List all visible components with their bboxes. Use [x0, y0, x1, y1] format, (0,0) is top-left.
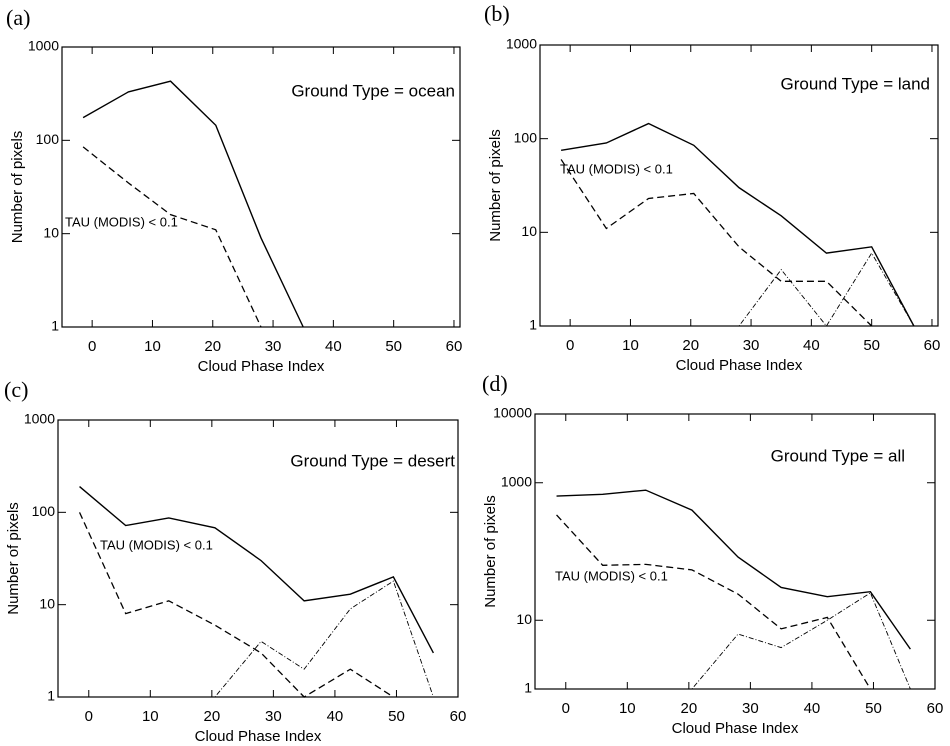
- x-tick-label: 40: [804, 700, 821, 717]
- x-tick-label: 60: [450, 708, 467, 725]
- x-tick-label: 10: [142, 708, 159, 725]
- x-tick-label: 50: [865, 700, 882, 717]
- x-tick-label: 10: [619, 700, 636, 717]
- annotation: TAU (MODIS) < 0.1: [65, 214, 178, 229]
- y-tick-label: 100: [514, 129, 538, 145]
- series-line: [78, 512, 394, 698]
- x-tick-label: 30: [743, 337, 760, 354]
- annotation: TAU (MODIS) < 0.1: [555, 568, 668, 583]
- x-tick-label: 20: [204, 708, 221, 725]
- x-tick-label: 50: [388, 708, 405, 725]
- x-tick-label: 30: [742, 700, 759, 717]
- series-line: [560, 122, 915, 327]
- annotation: TAU (MODIS) < 0.1: [100, 537, 213, 552]
- y-tick-label: 10: [521, 223, 537, 239]
- series-line: [214, 580, 434, 698]
- x-tick-label: 60: [924, 337, 941, 354]
- y-axis-label: Number of pixels: [9, 131, 26, 244]
- y-axis-label: Number of pixels: [482, 495, 499, 608]
- x-tick-label: 10: [144, 338, 161, 355]
- panel-title: (a): [6, 5, 30, 30]
- x-tick-label: 40: [327, 708, 344, 725]
- annotation: Ground Type = all: [771, 446, 905, 465]
- x-tick-label: 50: [863, 337, 880, 354]
- y-tick-label: 100: [32, 503, 56, 519]
- x-tick-label: 0: [566, 337, 574, 354]
- annotation: TAU (MODIS) < 0.1: [560, 161, 673, 176]
- x-tick-label: 0: [562, 700, 570, 717]
- y-tick-label: 1: [529, 317, 537, 333]
- x-axis-label: Cloud Phase Index: [672, 720, 799, 737]
- y-tick-label: 10: [39, 595, 55, 611]
- x-axis-label: Cloud Phase Index: [676, 357, 803, 374]
- x-tick-label: 50: [385, 338, 402, 355]
- x-tick-label: 60: [446, 338, 463, 355]
- series-line: [556, 489, 911, 650]
- x-axis-label: Cloud Phase Index: [198, 358, 325, 375]
- panel-title: (c): [4, 377, 28, 402]
- x-tick-label: 40: [803, 337, 820, 354]
- plot-frame: [534, 413, 936, 690]
- y-tick-label: 1000: [24, 411, 55, 427]
- x-tick-label: 20: [682, 337, 699, 354]
- series-line: [691, 592, 911, 690]
- x-tick-label: 40: [325, 338, 342, 355]
- x-tick-label: 10: [622, 337, 639, 354]
- panel-title: (b): [484, 1, 510, 26]
- plot-frame: [57, 419, 459, 698]
- y-tick-label: 1000: [28, 38, 59, 54]
- y-tick-label: 1: [47, 688, 55, 704]
- y-tick-label: 10000: [493, 405, 532, 421]
- series-line: [738, 252, 915, 327]
- y-axis-label: Number of pixels: [487, 129, 504, 242]
- y-tick-label: 1000: [501, 473, 532, 489]
- x-tick-label: 30: [265, 338, 282, 355]
- y-tick-label: 10: [516, 611, 532, 627]
- y-tick-label: 1000: [506, 36, 537, 52]
- annotation: Ground Type = land: [781, 74, 931, 93]
- series-line: [82, 80, 304, 328]
- x-tick-label: 20: [681, 700, 698, 717]
- y-tick-label: 100: [36, 131, 60, 147]
- x-tick-label: 0: [88, 338, 96, 355]
- y-tick-label: 1: [51, 318, 59, 334]
- x-tick-label: 30: [265, 708, 282, 725]
- x-axis-label: Cloud Phase Index: [195, 728, 322, 745]
- annotation: Ground Type = ocean: [291, 81, 455, 100]
- series-line: [79, 486, 435, 654]
- series-line: [560, 159, 873, 327]
- series-line: [82, 146, 262, 328]
- y-axis-label: Number of pixels: [5, 502, 22, 615]
- x-tick-label: 0: [85, 708, 93, 725]
- x-tick-label: 20: [204, 338, 221, 355]
- y-tick-label: 10: [43, 224, 59, 240]
- y-tick-label: 1: [524, 680, 532, 696]
- x-tick-label: 60: [927, 700, 944, 717]
- annotation: Ground Type = desert: [290, 451, 455, 470]
- panel-title: (d): [482, 371, 508, 396]
